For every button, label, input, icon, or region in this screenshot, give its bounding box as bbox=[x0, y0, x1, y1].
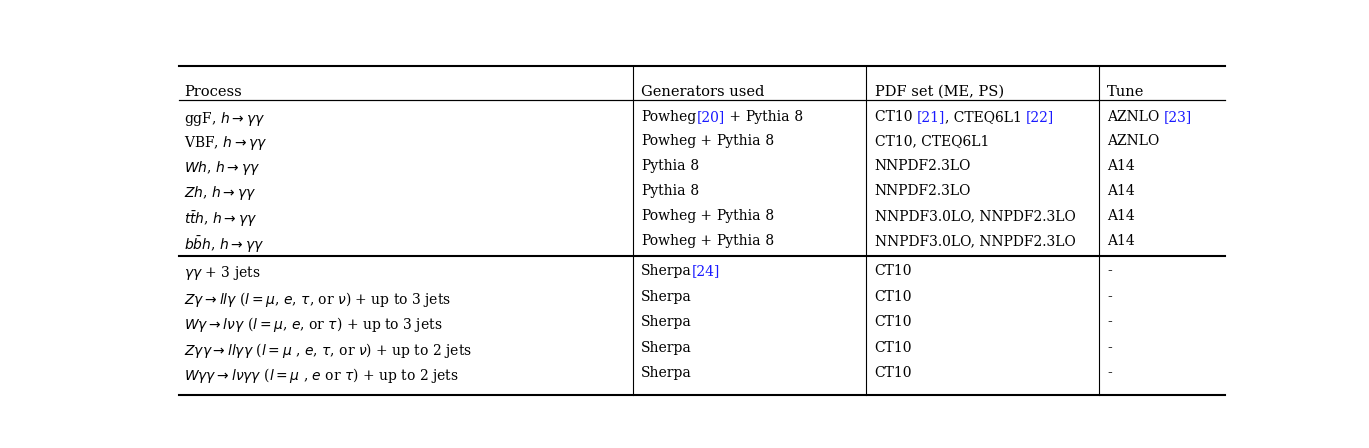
Text: $b\bar{b}h$, $h \rightarrow \gamma\gamma$: $b\bar{b}h$, $h \rightarrow \gamma\gamma… bbox=[183, 234, 264, 254]
Text: $Z\gamma \rightarrow ll\gamma$ ($l = \mu$, $e$, $\tau$, or $\nu$) + up to 3 jets: $Z\gamma \rightarrow ll\gamma$ ($l = \mu… bbox=[183, 290, 450, 309]
Text: 8: 8 bbox=[790, 110, 802, 124]
Text: NNPDF2.3LO: NNPDF2.3LO bbox=[875, 184, 971, 198]
Text: Sherpa: Sherpa bbox=[641, 315, 691, 329]
Text: [22]: [22] bbox=[1025, 110, 1054, 124]
Text: $Wh$, $h \rightarrow \gamma\gamma$: $Wh$, $h \rightarrow \gamma\gamma$ bbox=[183, 159, 260, 177]
Text: $Z\gamma\gamma \rightarrow ll\gamma\gamma$ ($l = \mu$ , $e$, $\tau$, or $\nu$) +: $Z\gamma\gamma \rightarrow ll\gamma\gamm… bbox=[183, 341, 472, 360]
Text: $t\bar{t}h$, $h \rightarrow \gamma\gamma$: $t\bar{t}h$, $h \rightarrow \gamma\gamma… bbox=[183, 209, 257, 229]
Text: ggF, $h \rightarrow \gamma\gamma$: ggF, $h \rightarrow \gamma\gamma$ bbox=[183, 110, 266, 128]
Text: $W\gamma\gamma \rightarrow l\nu\gamma\gamma$ ($l = \mu$ , $e$ or $\tau$) + up to: $W\gamma\gamma \rightarrow l\nu\gamma\ga… bbox=[183, 366, 459, 385]
Text: CT10: CT10 bbox=[875, 366, 912, 380]
Text: +: + bbox=[697, 209, 717, 223]
Text: NNPDF3.0LO, NNPDF2.3LO: NNPDF3.0LO, NNPDF2.3LO bbox=[875, 234, 1075, 248]
Text: CT10: CT10 bbox=[875, 290, 912, 304]
Text: AZNLO: AZNLO bbox=[1108, 110, 1164, 124]
Text: Sherpa: Sherpa bbox=[641, 366, 691, 380]
Text: Powheg: Powheg bbox=[641, 110, 697, 124]
Text: A14: A14 bbox=[1108, 234, 1135, 248]
Text: Pythia: Pythia bbox=[641, 159, 686, 173]
Text: A14: A14 bbox=[1108, 184, 1135, 198]
Text: VBF, $h \rightarrow \gamma\gamma$: VBF, $h \rightarrow \gamma\gamma$ bbox=[183, 134, 267, 152]
Text: Sherpa: Sherpa bbox=[641, 290, 691, 304]
Text: Generators used: Generators used bbox=[641, 85, 764, 99]
Text: Powheg: Powheg bbox=[641, 134, 697, 148]
Text: +: + bbox=[697, 234, 717, 248]
Text: AZNLO: AZNLO bbox=[1108, 134, 1160, 148]
Text: Process: Process bbox=[183, 85, 241, 99]
Text: 8: 8 bbox=[686, 159, 698, 173]
Text: [20]: [20] bbox=[697, 110, 724, 124]
Text: 8: 8 bbox=[761, 134, 775, 148]
Text: NNPDF3.0LO, NNPDF2.3LO: NNPDF3.0LO, NNPDF2.3LO bbox=[875, 209, 1075, 223]
Text: $Zh$, $h \rightarrow \gamma\gamma$: $Zh$, $h \rightarrow \gamma\gamma$ bbox=[183, 184, 256, 202]
Text: -: - bbox=[1108, 341, 1112, 355]
Text: [24]: [24] bbox=[691, 264, 720, 278]
Text: +: + bbox=[697, 134, 717, 148]
Text: CT10: CT10 bbox=[875, 341, 912, 355]
Text: CT10: CT10 bbox=[875, 315, 912, 329]
Text: 8: 8 bbox=[761, 209, 775, 223]
Text: [23]: [23] bbox=[1164, 110, 1192, 124]
Text: Tune: Tune bbox=[1108, 85, 1144, 99]
Text: CT10, CTEQ6L1: CT10, CTEQ6L1 bbox=[875, 134, 988, 148]
Text: -: - bbox=[1108, 315, 1112, 329]
Text: Sherpa: Sherpa bbox=[641, 264, 691, 278]
Text: Pythia: Pythia bbox=[717, 209, 761, 223]
Text: -: - bbox=[1108, 366, 1112, 380]
Text: A14: A14 bbox=[1108, 159, 1135, 173]
Text: -: - bbox=[1108, 290, 1112, 304]
Text: PDF set (ME, PS): PDF set (ME, PS) bbox=[875, 85, 1003, 99]
Text: Powheg: Powheg bbox=[641, 234, 697, 248]
Text: Pythia: Pythia bbox=[717, 134, 761, 148]
Text: +: + bbox=[724, 110, 745, 124]
Text: 8: 8 bbox=[761, 234, 775, 248]
Text: A14: A14 bbox=[1108, 209, 1135, 223]
Text: Pythia: Pythia bbox=[717, 234, 761, 248]
Text: Pythia: Pythia bbox=[745, 110, 790, 124]
Text: -: - bbox=[1108, 264, 1112, 278]
Text: 8: 8 bbox=[686, 184, 698, 198]
Text: Sherpa: Sherpa bbox=[641, 341, 691, 355]
Text: CT10: CT10 bbox=[875, 110, 916, 124]
Text: [21]: [21] bbox=[916, 110, 945, 124]
Text: Pythia: Pythia bbox=[641, 184, 686, 198]
Text: $\gamma\gamma$ + 3 jets: $\gamma\gamma$ + 3 jets bbox=[183, 264, 260, 282]
Text: CT10: CT10 bbox=[875, 264, 912, 278]
Text: NNPDF2.3LO: NNPDF2.3LO bbox=[875, 159, 971, 173]
Text: Powheg: Powheg bbox=[641, 209, 697, 223]
Text: $W\gamma \rightarrow l\nu\gamma$ ($l = \mu$, $e$, or $\tau$) + up to 3 jets: $W\gamma \rightarrow l\nu\gamma$ ($l = \… bbox=[183, 315, 442, 334]
Text: , CTEQ6L1: , CTEQ6L1 bbox=[945, 110, 1025, 124]
